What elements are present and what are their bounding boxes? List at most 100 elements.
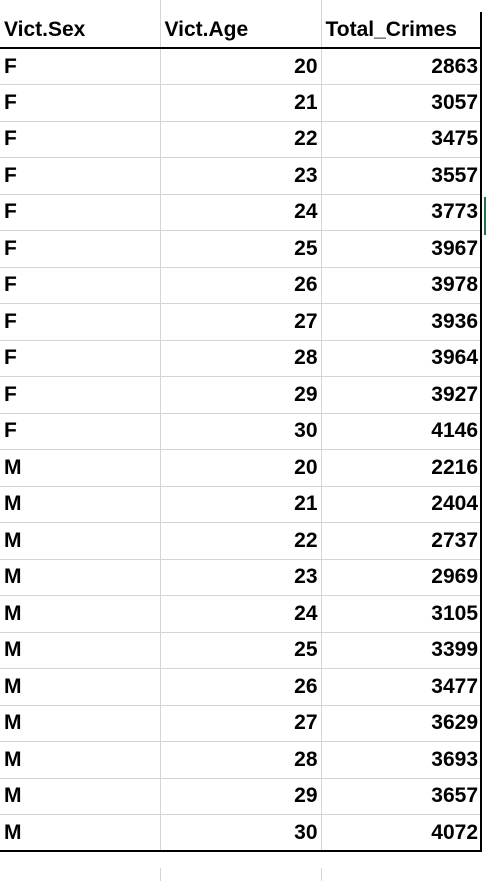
cell-vict-sex[interactable]: M	[0, 741, 161, 779]
cell-vict-sex[interactable]: M	[0, 632, 161, 669]
cell-vict-sex[interactable]: M	[0, 814, 161, 852]
cell-vict-sex[interactable]: F	[0, 121, 161, 158]
cell-vict-age[interactable]: 27	[160, 303, 322, 341]
table-row: M 26 3477	[0, 668, 482, 706]
cell-vict-age[interactable]: 24	[160, 595, 322, 633]
cell-total-crimes[interactable]: 3967	[321, 230, 482, 268]
cell-vict-sex[interactable]: M	[0, 449, 161, 487]
header-cell-vict-sex[interactable]: Vict.Sex	[0, 12, 161, 49]
cell-total-crimes[interactable]: 3936	[321, 303, 482, 341]
table-row: M 29 3657	[0, 778, 482, 815]
cell-total-crimes[interactable]: 3629	[321, 705, 482, 742]
cell-total-crimes[interactable]: 3978	[321, 267, 482, 304]
cell-vict-age[interactable]: 28	[160, 340, 322, 377]
table-row: M 30 4072	[0, 814, 482, 852]
gridline	[321, 868, 322, 881]
cell-vict-sex[interactable]: M	[0, 705, 161, 742]
table-row: M 27 3629	[0, 705, 482, 742]
cell-total-crimes[interactable]: 2404	[321, 486, 482, 523]
cell-vict-sex[interactable]: F	[0, 303, 161, 341]
header-cell-total-crimes[interactable]: Total_Crimes	[321, 12, 482, 49]
cell-vict-age[interactable]: 25	[160, 632, 322, 669]
cell-vict-age[interactable]: 22	[160, 522, 322, 560]
cell-vict-age[interactable]: 23	[160, 157, 322, 195]
gridline	[160, 0, 161, 12]
cell-vict-age[interactable]: 24	[160, 194, 322, 231]
cell-vict-age[interactable]: 21	[160, 84, 322, 122]
table-row: F 25 3967	[0, 230, 482, 268]
cell-total-crimes[interactable]: 3557	[321, 157, 482, 195]
cell-vict-sex[interactable]: F	[0, 48, 161, 85]
cell-vict-sex[interactable]: M	[0, 486, 161, 523]
cell-total-crimes[interactable]: 3964	[321, 340, 482, 377]
table-row: F 20 2863	[0, 48, 482, 85]
cell-vict-age[interactable]: 26	[160, 668, 322, 706]
cell-vict-sex[interactable]: M	[0, 778, 161, 815]
cell-total-crimes[interactable]: 2969	[321, 559, 482, 596]
cell-total-crimes[interactable]: 2216	[321, 449, 482, 487]
sheet-top-gridlines	[0, 0, 489, 12]
header-row: Vict.Sex Vict.Age Total_Crimes	[0, 12, 482, 49]
table-row: F 30 4146	[0, 413, 482, 450]
cell-vict-age[interactable]: 20	[160, 449, 322, 487]
cell-vict-age[interactable]: 29	[160, 778, 322, 815]
cell-vict-age[interactable]: 27	[160, 705, 322, 742]
table-row: M 22 2737	[0, 522, 482, 560]
cell-vict-age[interactable]: 29	[160, 376, 322, 414]
cell-vict-sex[interactable]: F	[0, 230, 161, 268]
table-row: F 26 3978	[0, 267, 482, 304]
table-row: F 21 3057	[0, 84, 482, 122]
cell-vict-sex[interactable]: M	[0, 595, 161, 633]
cell-vict-sex[interactable]: F	[0, 376, 161, 414]
cell-vict-age[interactable]: 28	[160, 741, 322, 779]
table-row: M 20 2216	[0, 449, 482, 487]
gridline	[321, 0, 322, 12]
table-row: M 23 2969	[0, 559, 482, 596]
cell-vict-sex[interactable]: F	[0, 267, 161, 304]
gridline	[160, 868, 161, 881]
cell-total-crimes[interactable]: 3057	[321, 84, 482, 122]
table-row: F 23 3557	[0, 157, 482, 195]
cell-vict-sex[interactable]: F	[0, 340, 161, 377]
cell-total-crimes[interactable]: 3693	[321, 741, 482, 779]
cell-vict-age[interactable]: 23	[160, 559, 322, 596]
cell-total-crimes[interactable]: 3657	[321, 778, 482, 815]
table-row: M 24 3105	[0, 595, 482, 633]
cell-vict-age[interactable]: 26	[160, 267, 322, 304]
table-row: F 29 3927	[0, 376, 482, 414]
table-row: M 21 2404	[0, 486, 482, 523]
table-row: M 25 3399	[0, 632, 482, 669]
cell-vict-sex[interactable]: M	[0, 668, 161, 706]
cell-total-crimes[interactable]: 2863	[321, 48, 482, 85]
cell-vict-sex[interactable]: M	[0, 559, 161, 596]
cell-total-crimes[interactable]: 3399	[321, 632, 482, 669]
sheet-bottom-gridlines	[0, 868, 489, 881]
cell-total-crimes[interactable]: 3105	[321, 595, 482, 633]
cell-vict-sex[interactable]: F	[0, 194, 161, 231]
cell-vict-age[interactable]: 30	[160, 814, 322, 852]
table-row: M 28 3693	[0, 741, 482, 779]
table-row: F 22 3475	[0, 121, 482, 158]
cell-total-crimes[interactable]: 3927	[321, 376, 482, 414]
cell-vict-age[interactable]: 22	[160, 121, 322, 158]
cell-total-crimes[interactable]: 4072	[321, 814, 482, 852]
cell-total-crimes[interactable]: 3477	[321, 668, 482, 706]
cell-vict-age[interactable]: 21	[160, 486, 322, 523]
cell-vict-sex[interactable]: F	[0, 84, 161, 122]
cell-vict-age[interactable]: 25	[160, 230, 322, 268]
table-row: F 27 3936	[0, 303, 482, 341]
cell-vict-age[interactable]: 20	[160, 48, 322, 85]
cell-total-crimes[interactable]: 3475	[321, 121, 482, 158]
cell-total-crimes[interactable]: 4146	[321, 413, 482, 450]
cell-vict-sex[interactable]: F	[0, 413, 161, 450]
data-table: Vict.Sex Vict.Age Total_Crimes F 20 2863 F 2…	[0, 12, 482, 852]
cell-vict-age[interactable]: 30	[160, 413, 322, 450]
cell-total-crimes[interactable]: 3773	[321, 194, 482, 231]
header-cell-vict-age[interactable]: Vict.Age	[160, 12, 322, 49]
cell-vict-sex[interactable]: M	[0, 522, 161, 560]
table-row: F 28 3964	[0, 340, 482, 377]
cell-selection-edge	[484, 197, 486, 235]
cell-total-crimes[interactable]: 2737	[321, 522, 482, 560]
cell-vict-sex[interactable]: F	[0, 157, 161, 195]
